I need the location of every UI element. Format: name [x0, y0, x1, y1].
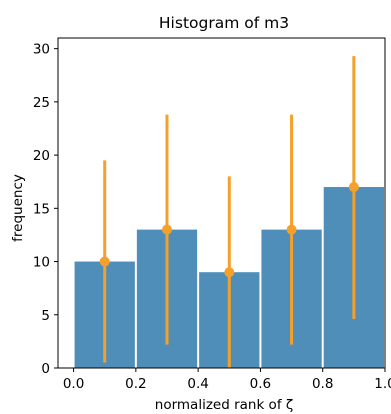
x-tick-label: 0.4	[187, 376, 208, 392]
plot-frame	[57, 37, 386, 369]
y-tick-label: 5	[41, 308, 50, 324]
mean-marker	[99, 256, 110, 267]
mean-marker	[286, 224, 297, 235]
x-tick-label: 0.8	[312, 376, 333, 392]
y-tick-label: 30	[33, 42, 50, 58]
mean-marker	[224, 267, 235, 278]
y-axis-label: frequency	[10, 174, 26, 242]
mean-marker	[348, 182, 359, 193]
chart-title: Histogram of m3	[159, 14, 289, 32]
mean-marker	[162, 224, 172, 235]
x-tick-label: 0.0	[63, 376, 84, 392]
y-tick-label: 10	[33, 255, 50, 271]
x-axis-ticks: 0.0 0.2 0.4 0.6 0.8 1.0	[63, 368, 391, 392]
y-tick-label: 25	[33, 95, 50, 111]
x-axis-label: normalized rank of ζ	[155, 397, 293, 413]
x-tick-label: 0.6	[250, 376, 271, 392]
axes-group	[57, 37, 386, 369]
x-tick-label: 1.0	[374, 376, 391, 392]
y-axis-ticks: 0 5 10 15 20 25 30	[33, 42, 58, 377]
y-tick-label: 0	[41, 361, 50, 377]
error-bars-group	[99, 56, 359, 368]
y-tick-label: 20	[33, 148, 50, 164]
y-tick-label: 15	[33, 201, 50, 217]
x-tick-label: 0.2	[125, 376, 146, 392]
